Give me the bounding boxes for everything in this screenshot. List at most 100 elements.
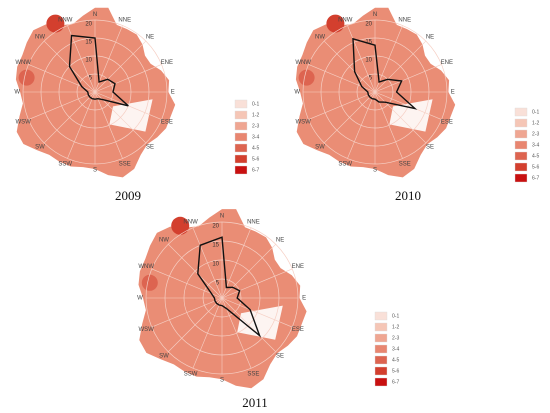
r-tick-label: 15 [85, 40, 92, 46]
legend-swatch [514, 151, 528, 161]
direction-label: SE [146, 145, 154, 151]
hot-spot [18, 69, 35, 86]
direction-label: W [14, 90, 20, 96]
legend-swatch [374, 344, 388, 354]
hot-spot [298, 69, 315, 86]
direction-label: ESE [292, 327, 304, 333]
direction-label: SSW [184, 371, 198, 377]
legend-label: 0-1 [532, 109, 539, 115]
legend-label: 1-2 [532, 120, 539, 126]
direction-label: SSW [338, 161, 352, 167]
r-tick-label: 10 [365, 58, 372, 64]
direction-label: E [451, 90, 455, 96]
direction-label: ENE [292, 264, 304, 270]
spoke [308, 64, 376, 93]
legend-swatch [374, 355, 388, 365]
spoke [221, 297, 293, 328]
caption: 2009 [115, 188, 141, 203]
legend-swatch [514, 129, 528, 139]
r-tick-label: 15 [212, 243, 219, 249]
legend-swatch [234, 154, 248, 164]
direction-label: WSW [139, 327, 155, 333]
direction-label: NNE [247, 220, 260, 226]
hot-spot [46, 14, 65, 33]
direction-label: NW [315, 35, 325, 41]
direction-label: ESE [441, 119, 453, 125]
legend-swatch [374, 377, 388, 387]
direction-label: NE [276, 238, 284, 244]
direction-label: SW [159, 354, 169, 360]
legend-swatch [234, 132, 248, 142]
direction-label: NW [159, 238, 169, 244]
legend-label: 1-2 [392, 324, 399, 330]
spoke [323, 91, 376, 144]
water [389, 99, 433, 132]
legend-label: 3-4 [252, 134, 259, 140]
r-tick-label: 20 [212, 224, 219, 230]
radar-line [352, 37, 418, 110]
spoke [43, 91, 96, 144]
spoke [308, 91, 376, 120]
direction-label: NE [146, 35, 154, 41]
spoke [94, 91, 123, 159]
legend-label: 5-6 [252, 156, 259, 162]
spoke [94, 64, 162, 93]
direction-label: WSW [295, 119, 311, 125]
hot-spot [171, 216, 190, 235]
direction-label: S [220, 378, 224, 384]
direction-label: S [93, 167, 97, 173]
spoke [168, 244, 223, 299]
legend-label: 2-3 [252, 123, 259, 129]
panel: 5 10 15 20N NNE NE ENE E ESE SE SSE S SSW SW WSW W WNW NW… [14, 7, 259, 203]
panel: 5 10 15 20N NNE NE ENE E ESE SE SSE S SSW SW WSW W WNW NW… [137, 209, 399, 410]
direction-label: ENE [441, 60, 453, 66]
spoke [374, 91, 403, 159]
legend-swatch [234, 99, 248, 109]
hot-spot [326, 14, 345, 33]
legend-label: 6-7 [392, 379, 399, 385]
r-tick-label: 5 [89, 76, 93, 82]
r-tick-label: 5 [216, 281, 220, 287]
direction-label: WSW [15, 119, 31, 125]
r-tick-label: 10 [85, 58, 92, 64]
legend-label: 0-1 [252, 101, 259, 107]
direction-label: NNW [58, 18, 73, 24]
direction-label: ENE [161, 60, 173, 66]
r-tick-label: 20 [365, 22, 372, 28]
spoke [28, 64, 96, 93]
legend-swatch [374, 333, 388, 343]
radar-line [68, 34, 129, 107]
direction-label: SE [276, 354, 284, 360]
direction-label: N [373, 12, 377, 18]
r-tick-label: 20 [85, 22, 92, 28]
spoke [28, 91, 96, 120]
r-tick-label: 15 [365, 40, 372, 46]
direction-label: NW [35, 35, 45, 41]
direction-label: E [171, 90, 175, 96]
direction-label: N [93, 12, 97, 18]
spoke [94, 40, 147, 93]
legend-label: 0-1 [392, 313, 399, 319]
water [109, 99, 153, 132]
direction-label: SW [315, 145, 325, 151]
legend-swatch [234, 143, 248, 153]
legend-label: 4-5 [252, 145, 259, 151]
spoke [221, 297, 276, 352]
direction-label: W [294, 90, 300, 96]
direction-label: NNW [338, 18, 353, 24]
r-tick-label: 5 [369, 76, 373, 82]
direction-label: WNW [138, 264, 154, 270]
legend-label: 4-5 [532, 153, 539, 159]
legend-label: 2-3 [392, 335, 399, 341]
legend-swatch [514, 140, 528, 150]
spoke [151, 268, 223, 299]
spoke [67, 91, 96, 159]
radar-line [197, 236, 262, 338]
spoke [323, 40, 376, 93]
water [237, 305, 283, 340]
direction-label: NNE [118, 18, 131, 24]
direction-label: SSE [247, 371, 259, 377]
caption: 2010 [395, 188, 421, 203]
legend-swatch [374, 322, 388, 332]
